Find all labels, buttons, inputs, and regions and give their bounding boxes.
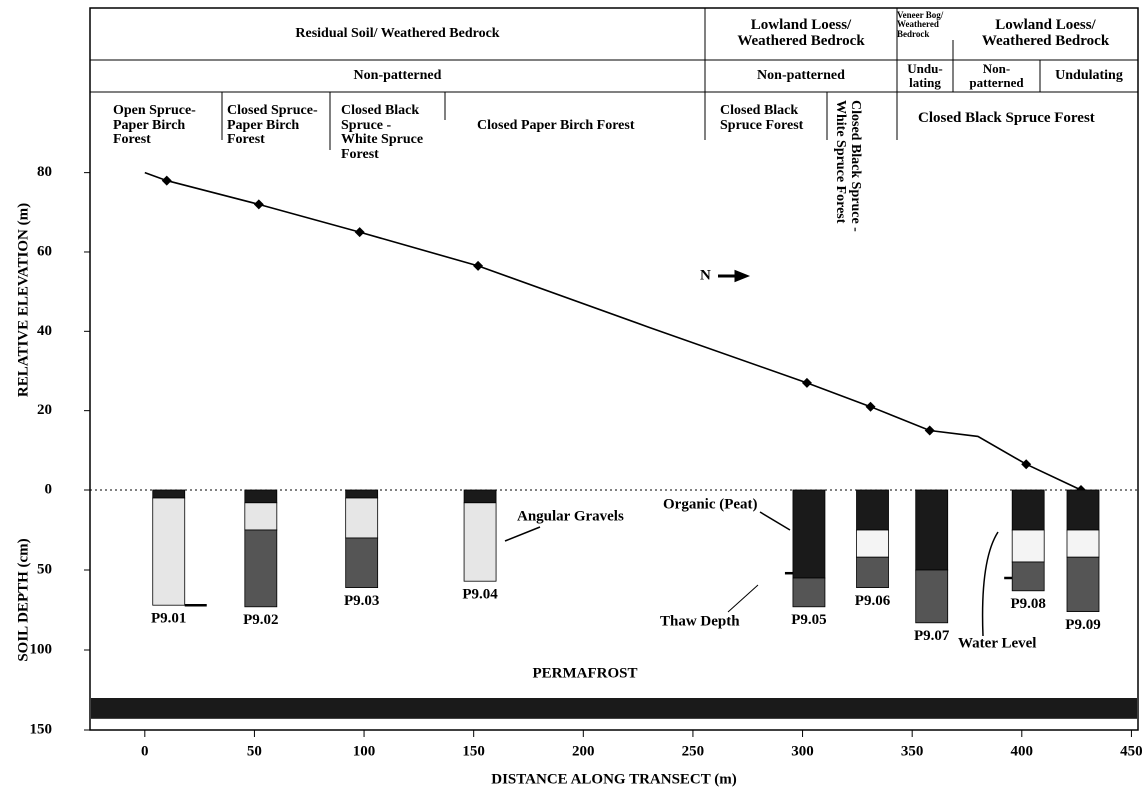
annotation-arrow [728, 585, 758, 612]
pit-label: P9.03 [344, 593, 379, 609]
soil-layer [153, 490, 185, 498]
vegetation-label: Closed Paper Birch Forest [477, 119, 635, 134]
pit-label: P9.08 [1010, 596, 1045, 612]
soil-layer [1012, 530, 1044, 562]
x-tick-label: 300 [791, 743, 814, 759]
soil-layer [1012, 562, 1044, 591]
annotation-arrow [983, 532, 998, 636]
soil-layer [153, 498, 185, 605]
vegetation-label: Closed Black Spruce Forest [918, 111, 1095, 127]
permafrost [91, 698, 1137, 719]
soil-layer [916, 490, 948, 570]
elevation-marker [473, 261, 483, 271]
x-tick-label: 150 [462, 743, 485, 759]
y2-tick-label: 50 [37, 561, 52, 577]
vegetation-label: Closed Spruce- Paper Birch Forest [227, 104, 318, 148]
y2-tick-label: 0 [45, 481, 53, 497]
elevation-marker [254, 199, 264, 209]
header-cell: Undu- lating [897, 60, 953, 92]
vegetation-label: Closed Black Spruce - White Spruce Fores… [341, 104, 423, 163]
soil-layer [857, 490, 889, 530]
soil-layer [346, 490, 378, 498]
soil-layer [346, 498, 378, 538]
north-arrow [718, 272, 746, 280]
x-tick-label: 100 [353, 743, 376, 759]
x-tick-label: 400 [1011, 743, 1034, 759]
pit-label: P9.01 [151, 611, 186, 627]
figure: RELATIVE ELEVATION (m) SOIL DEPTH (cm) D… [0, 0, 1142, 797]
x-axis-label: DISTANCE ALONG TRANSECT (m) [491, 771, 736, 787]
header-cell: Lowland Loess/ Weathered Bedrock [705, 8, 897, 60]
y-tick-label: 20 [37, 402, 52, 418]
elevation-marker [1021, 459, 1031, 469]
soil-layer [245, 503, 277, 530]
pit-label: P9.05 [791, 612, 826, 628]
pit-label: P9.06 [855, 593, 891, 609]
y2-tick-label: 100 [30, 641, 53, 657]
soil-layer [346, 538, 378, 588]
north-label: N [700, 267, 711, 283]
elevation-marker [355, 227, 365, 237]
header-cell: Non- patterned [953, 60, 1040, 92]
x-tick-label: 450 [1120, 743, 1142, 759]
pit-label: P9.07 [914, 628, 950, 644]
annotation: Water Level [958, 635, 1036, 651]
x-tick-label: 200 [572, 743, 595, 759]
permafrost-label: PERMAFROST [533, 665, 638, 681]
annotation: Organic (Peat) [663, 496, 758, 512]
header-cell: Lowland Loess/ Weathered Bedrock [953, 8, 1138, 60]
vegetation-label: Closed Black Spruce Forest [720, 104, 803, 133]
header-cell: Non-patterned [705, 60, 897, 92]
elevation-marker [925, 425, 935, 435]
y-tick-label: 60 [37, 243, 52, 259]
header-cell: Veneer Bog/ Weathered Bedrock [897, 8, 953, 42]
x-tick-label: 0 [141, 743, 149, 759]
x-tick-label: 350 [901, 743, 924, 759]
pit-label: P9.02 [243, 612, 278, 628]
soil-layer [1067, 557, 1099, 611]
elevation-marker [162, 176, 172, 186]
vegetation-label: Open Spruce- Paper Birch Forest [113, 104, 196, 148]
soil-layer [1012, 490, 1044, 530]
x-tick-label: 50 [247, 743, 262, 759]
elevation-marker [802, 378, 812, 388]
annotation-arrow [760, 512, 790, 530]
header-cell: Undulating [1040, 60, 1138, 92]
y2-tick-label: 150 [30, 721, 53, 737]
soil-layer [1067, 530, 1099, 557]
pit-label: P9.04 [462, 587, 498, 603]
vegetation-label: Closed Black Spruce - White Spruce Fores… [833, 100, 862, 232]
soil-layer [793, 490, 825, 578]
x-tick-label: 250 [682, 743, 705, 759]
pit-label: P9.09 [1065, 617, 1100, 633]
annotation: Thaw Depth [660, 613, 740, 629]
y-axis-label: RELATIVE ELEVATION (m) [15, 203, 31, 397]
soil-layer [464, 490, 496, 503]
soil-layer [464, 503, 496, 581]
y-tick-label: 80 [37, 164, 52, 180]
header-cell: Non-patterned [90, 60, 705, 92]
soil-layer [857, 530, 889, 557]
elevation-profile [145, 173, 1081, 490]
soil-layer [245, 530, 277, 607]
soil-layer [857, 557, 889, 587]
y-tick-label: 40 [37, 323, 52, 339]
soil-layer [245, 490, 277, 503]
soil-layer [916, 570, 948, 623]
elevation-marker [866, 402, 876, 412]
header-cell: Residual Soil/ Weathered Bedrock [90, 8, 705, 60]
soil-layer [1067, 490, 1099, 530]
soil-layer [793, 578, 825, 607]
annotation-arrow [505, 527, 540, 541]
annotation: Angular Gravels [517, 508, 624, 524]
